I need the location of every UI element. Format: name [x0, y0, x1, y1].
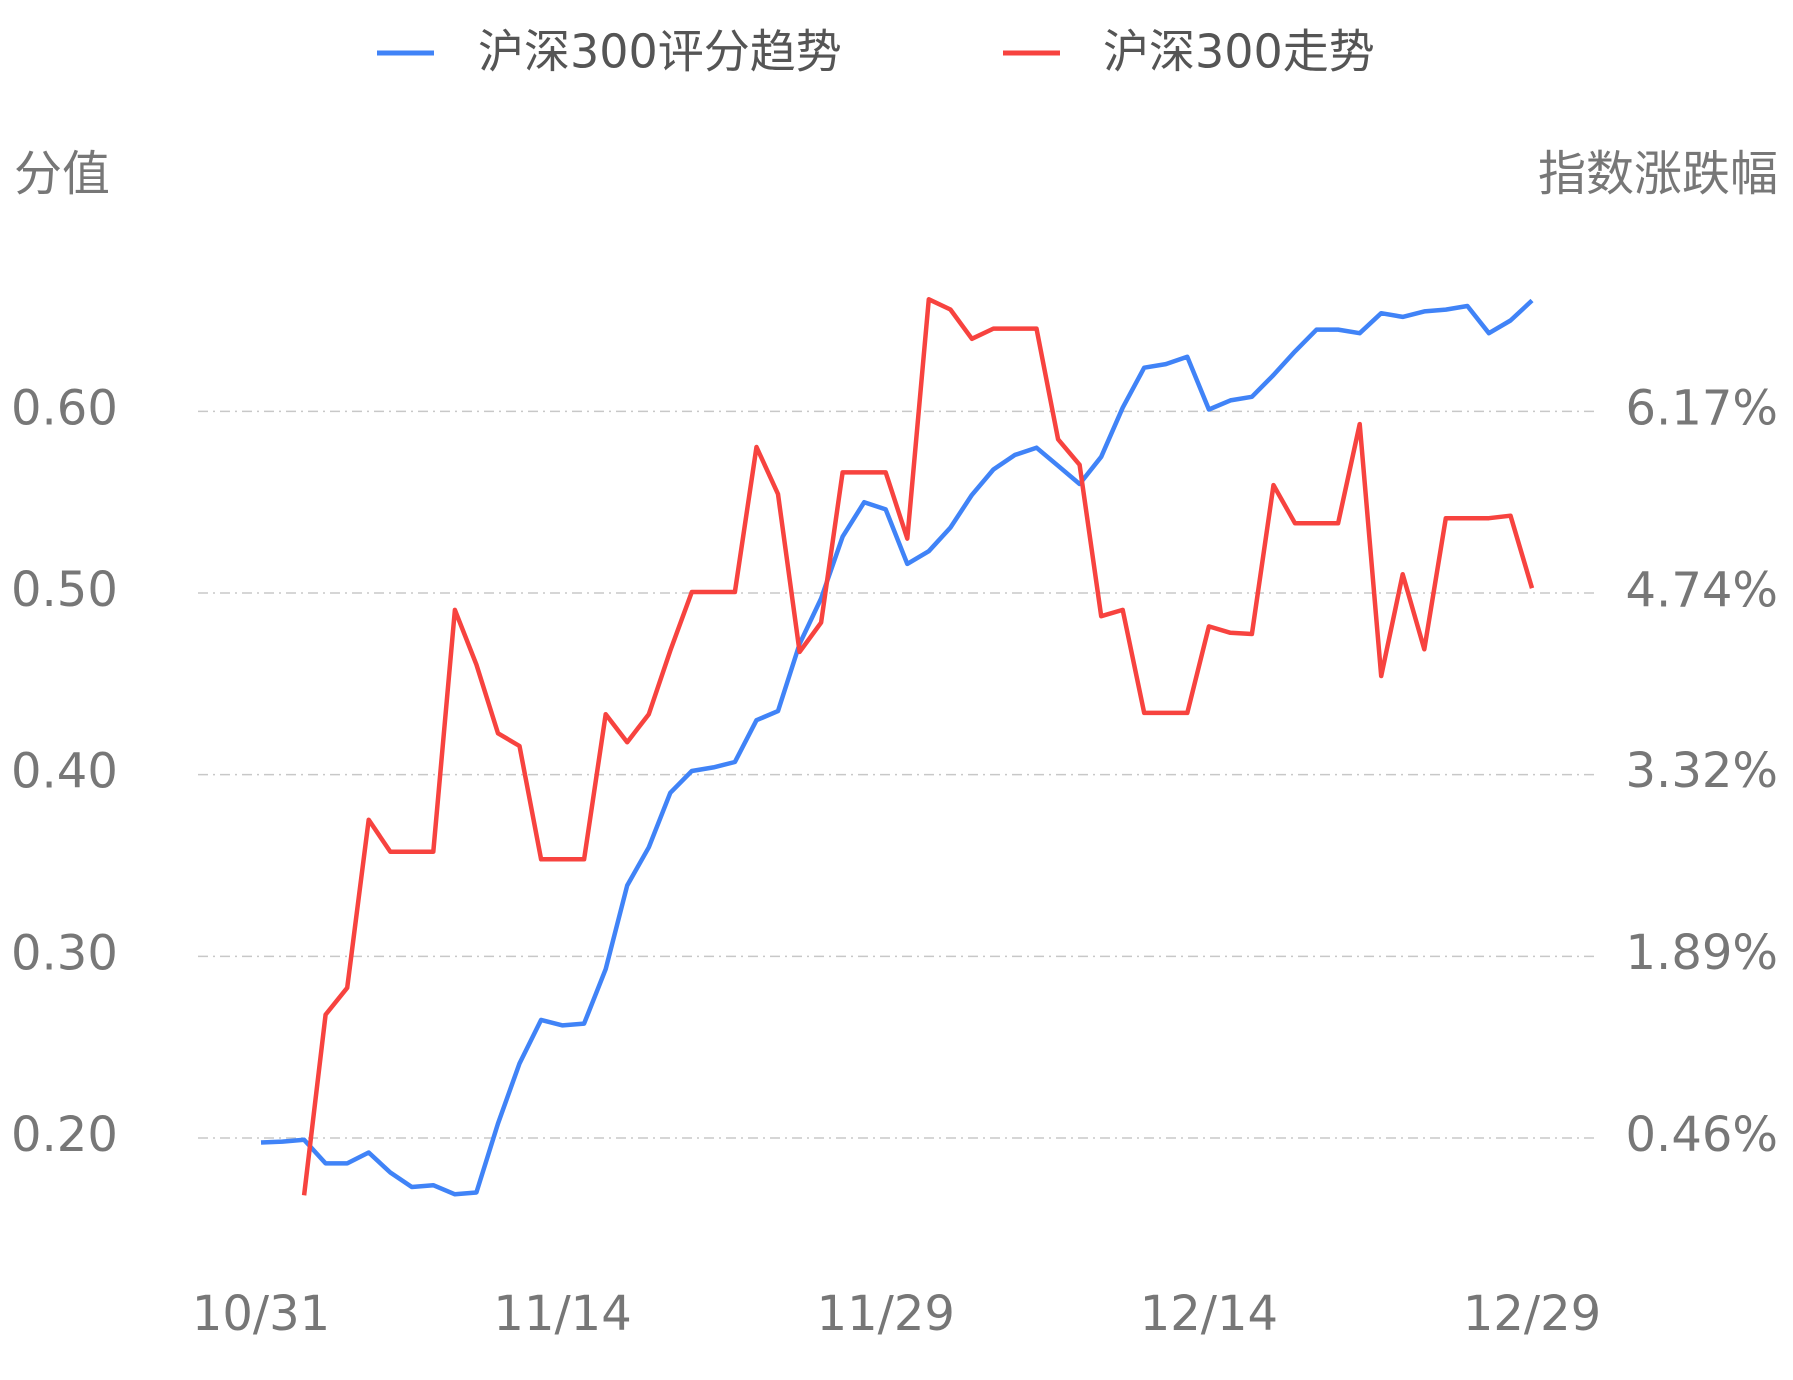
y2-tick-label: 3.32% [1626, 743, 1778, 799]
x-tick-label: 12/14 [1140, 1286, 1278, 1342]
line-series [260, 298, 1534, 1197]
y-tick-label: 0.30 [11, 925, 118, 981]
x-tick-label: 11/14 [493, 1286, 631, 1342]
y-tick-label: 0.50 [11, 562, 118, 618]
x-tick-label: 11/29 [817, 1286, 955, 1342]
x-tick-label: 10/31 [192, 1286, 330, 1342]
y-tick-label: 0.60 [11, 380, 118, 436]
legend-label: 沪深300评分趋势 [478, 25, 842, 79]
y-tick-label: 0.20 [11, 1107, 118, 1163]
y2-axis-title: 指数涨跌幅 [1538, 146, 1778, 202]
line-series [301, 297, 1535, 1196]
y2-tick-label: 4.74% [1626, 562, 1778, 618]
y2-tick-label: 1.89% [1626, 925, 1778, 981]
x-tick-label: 12/29 [1463, 1286, 1601, 1342]
y2-tick-label: 0.46% [1626, 1107, 1778, 1163]
y-axis-title: 分值 [14, 146, 110, 202]
y2-tick-label: 6.17% [1626, 380, 1778, 436]
legend-label: 沪深300走势 [1103, 25, 1375, 79]
y-tick-label: 0.40 [11, 744, 118, 800]
